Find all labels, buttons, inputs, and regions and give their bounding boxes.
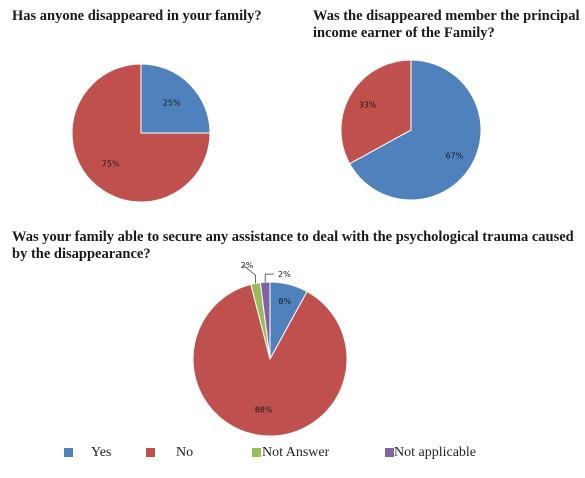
legend-label-no: No bbox=[176, 445, 194, 460]
chart-2-title: Was the disappeared member the principal… bbox=[313, 8, 580, 41]
pie-disappeared-label-yes: 25% bbox=[163, 98, 181, 107]
pie-assistance-leader-not-applicable bbox=[264, 273, 275, 283]
pie-income-earner-label-yes: 67% bbox=[446, 152, 464, 161]
legend-swatch-no bbox=[146, 448, 155, 457]
pie-income-earner-label-no: 33% bbox=[359, 100, 377, 109]
pie-disappeared-slice-no bbox=[71, 63, 211, 203]
legend-label-not-applicable: Not applicable bbox=[394, 445, 477, 460]
chart-1-title: Has anyone disappeared in your family? bbox=[12, 8, 262, 24]
legend-label-yes: Yes bbox=[91, 445, 112, 460]
legend-swatch-not-applicable bbox=[385, 448, 394, 457]
pie-income-earner-slice-no bbox=[340, 59, 412, 165]
pie-assistance-label-not-answer: 2% bbox=[241, 261, 254, 270]
legend-label-not-answer: Not Answer bbox=[262, 445, 330, 460]
pie-assistance-label-no: 88% bbox=[255, 405, 273, 414]
pie-assistance-label-not-applicable: 2% bbox=[278, 270, 291, 279]
pie-assistance-label-yes: 8% bbox=[279, 297, 292, 306]
chart-legend: Yes No Not Answer Not applicable bbox=[0, 443, 585, 467]
chart-3-title: Was your family able to secure any assis… bbox=[12, 229, 574, 262]
pie-assistance-slice-no bbox=[192, 283, 348, 437]
legend-swatch-not-answer bbox=[252, 448, 261, 457]
pie-income-earner-slice-yes bbox=[348, 59, 482, 201]
legend-swatch-yes bbox=[64, 448, 73, 457]
pie-assistance-leader-not-answer bbox=[242, 264, 257, 284]
pie-disappeared-label-no: 75% bbox=[102, 159, 120, 168]
pie-disappeared-slice-yes bbox=[140, 63, 211, 134]
